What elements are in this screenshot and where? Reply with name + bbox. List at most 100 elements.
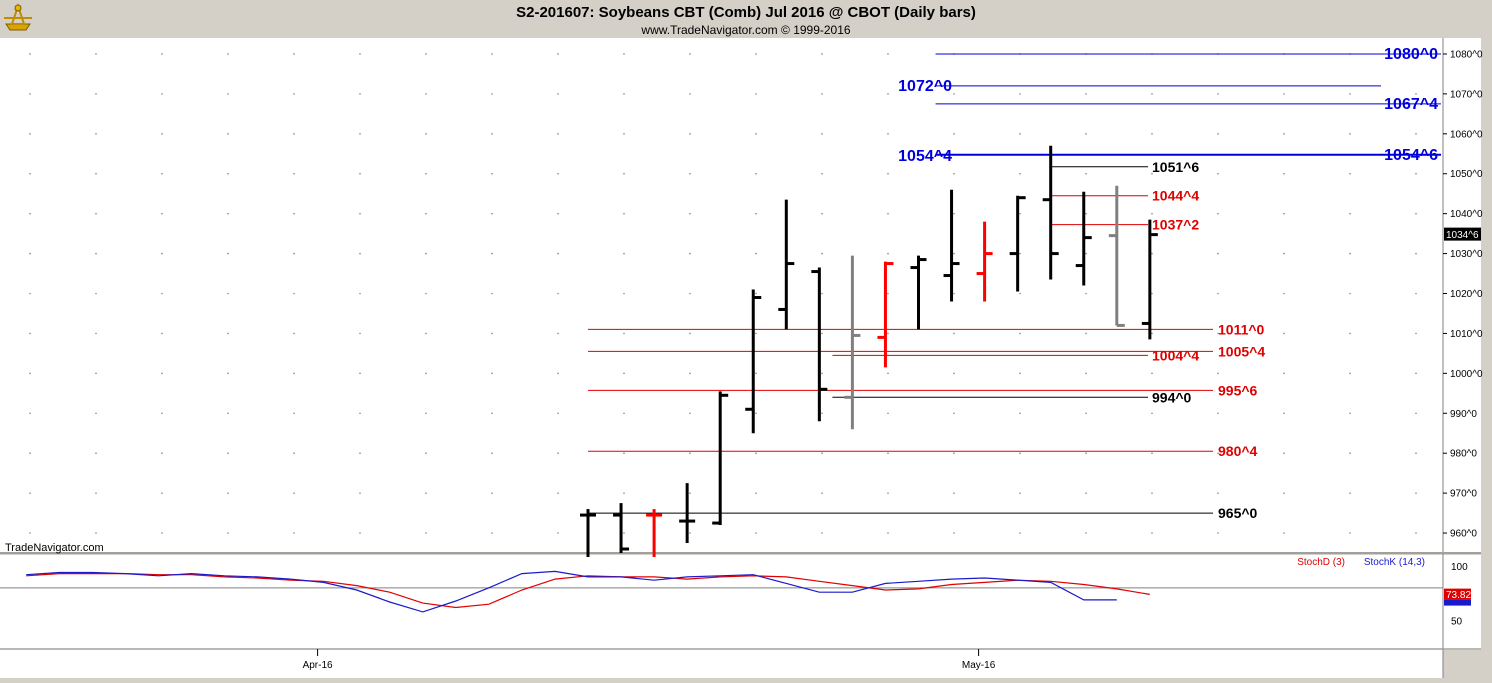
grid-dot <box>359 133 361 135</box>
grid-dot <box>1415 452 1417 454</box>
grid-dot <box>557 412 559 415</box>
grid-dot <box>623 452 625 454</box>
grid-dot <box>425 133 427 135</box>
grid-dot <box>1349 252 1351 255</box>
grid-dot <box>491 53 493 55</box>
grid-dot <box>623 532 625 534</box>
price-bar <box>877 261 894 368</box>
grid-dot <box>161 412 163 415</box>
grid-dot <box>1415 412 1417 415</box>
grid-dot <box>1283 412 1285 415</box>
level-label: 1072^0 <box>898 78 952 95</box>
grid-dot <box>623 93 625 95</box>
date-axis-labels: Apr-16 May-16 <box>303 649 996 671</box>
grid-dot <box>821 292 823 295</box>
grid-dot <box>425 252 427 255</box>
grid-dot <box>557 212 559 215</box>
grid-dot <box>425 372 427 375</box>
grid-dot <box>1217 532 1219 534</box>
grid-dot <box>689 53 691 55</box>
grid-dot <box>887 53 889 55</box>
grid-dot <box>689 252 691 255</box>
level-label: 1080^0 <box>1384 46 1438 63</box>
grid-dot <box>95 133 97 135</box>
grid-dot <box>689 372 691 375</box>
grid-dot <box>689 532 691 534</box>
indicator-pane[interactable] <box>0 555 1443 648</box>
grid-dot <box>887 292 889 295</box>
grid-dot <box>557 452 559 454</box>
grid-dot <box>1019 93 1021 95</box>
y-tick-label: 1080^0 <box>1450 49 1483 60</box>
grid-dot <box>623 133 625 135</box>
grid-dot <box>887 133 889 135</box>
grid-dot <box>821 93 823 95</box>
price-axis[interactable] <box>1443 38 1481 553</box>
grid-dot <box>1217 252 1219 255</box>
grid-dot <box>557 172 559 175</box>
grid-dot <box>887 212 889 215</box>
grid-dot <box>425 172 427 175</box>
grid-dot <box>1085 292 1087 295</box>
grid-dot <box>755 252 757 255</box>
grid-dot <box>557 53 559 55</box>
grid-dot <box>1415 332 1417 335</box>
price-bar <box>1075 191 1092 286</box>
grid-dot <box>689 452 691 454</box>
grid-dot <box>689 412 691 415</box>
grid-dot <box>293 532 295 534</box>
stochd-line <box>26 572 1150 609</box>
grid-dot <box>1349 133 1351 135</box>
level-label: 1067^4 <box>1384 96 1438 113</box>
stochd-value-tag <box>1444 588 1471 600</box>
grid-dot <box>1349 332 1351 335</box>
grid-dot <box>1217 372 1219 375</box>
grid-dot <box>1019 332 1021 335</box>
grid-dot <box>491 212 493 215</box>
grid-dot <box>1217 332 1219 335</box>
grid-dot <box>161 93 163 95</box>
grid-dot <box>359 212 361 215</box>
grid-dot <box>1283 372 1285 375</box>
grid-dot <box>953 332 955 335</box>
grid-dot <box>1151 212 1153 215</box>
stochastic-lines: 100 50 73.82 <box>0 562 1471 628</box>
grid-dot <box>1283 532 1285 534</box>
grid-dot <box>29 332 31 335</box>
grid-dot <box>887 532 889 534</box>
grid-dot <box>821 252 823 255</box>
grid-dot <box>689 133 691 135</box>
y-tick-label: 970^0 <box>1450 489 1477 500</box>
x-tick-label: Apr-16 <box>303 660 333 671</box>
price-bar <box>745 289 762 434</box>
y-tick-label: 1020^0 <box>1450 289 1483 300</box>
grid-dot <box>689 292 691 295</box>
grid-dot <box>293 93 295 95</box>
grid-dot <box>755 452 757 454</box>
date-axis[interactable] <box>0 650 1443 678</box>
grid-dot <box>1349 93 1351 95</box>
grid-dot <box>425 53 427 55</box>
grid-dot <box>95 53 97 55</box>
grid-dot <box>29 133 31 135</box>
grid-dot <box>953 252 955 255</box>
grid-dot <box>557 93 559 95</box>
grid-dot <box>491 252 493 255</box>
sextant-icon <box>4 2 32 31</box>
grid-dot <box>1151 332 1153 335</box>
grid-dots <box>29 53 1417 534</box>
y-tick-label: 960^0 <box>1450 529 1477 540</box>
grid-dot <box>689 93 691 95</box>
grid-dot <box>1085 532 1087 534</box>
stoch-tick-label: 100 <box>1451 562 1468 573</box>
grid-dot <box>821 133 823 135</box>
grid-dot <box>1349 292 1351 295</box>
grid-dot <box>227 292 229 295</box>
grid-dot <box>821 212 823 215</box>
price-bars <box>580 145 1158 557</box>
grid-dot <box>1151 252 1153 255</box>
grid-dot <box>1283 212 1285 215</box>
grid-dot <box>557 492 559 494</box>
grid-dot <box>1349 412 1351 415</box>
level-label: 1011^0 <box>1218 321 1265 337</box>
